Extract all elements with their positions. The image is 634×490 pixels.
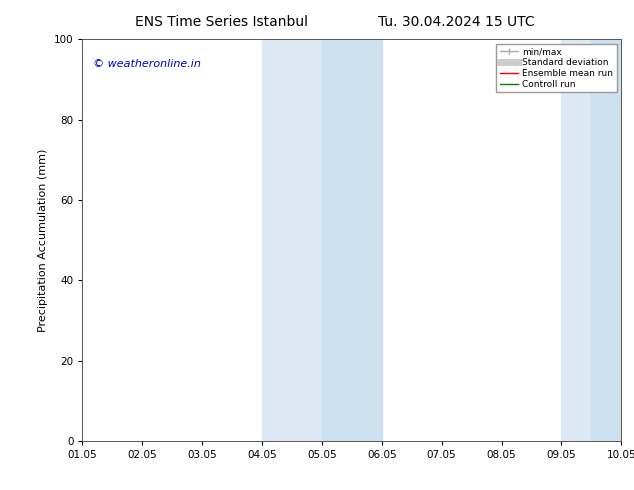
Text: Tu. 30.04.2024 15 UTC: Tu. 30.04.2024 15 UTC bbox=[378, 15, 535, 29]
Bar bbox=[592, 39, 621, 441]
Text: © weatheronline.in: © weatheronline.in bbox=[93, 59, 201, 69]
Bar bbox=[262, 39, 322, 441]
Bar bbox=[562, 39, 592, 441]
Legend: min/max, Standard deviation, Ensemble mean run, Controll run: min/max, Standard deviation, Ensemble me… bbox=[496, 44, 617, 92]
Y-axis label: Precipitation Accumulation (mm): Precipitation Accumulation (mm) bbox=[38, 148, 48, 332]
Text: ENS Time Series Istanbul: ENS Time Series Istanbul bbox=[136, 15, 308, 29]
Bar bbox=[322, 39, 382, 441]
